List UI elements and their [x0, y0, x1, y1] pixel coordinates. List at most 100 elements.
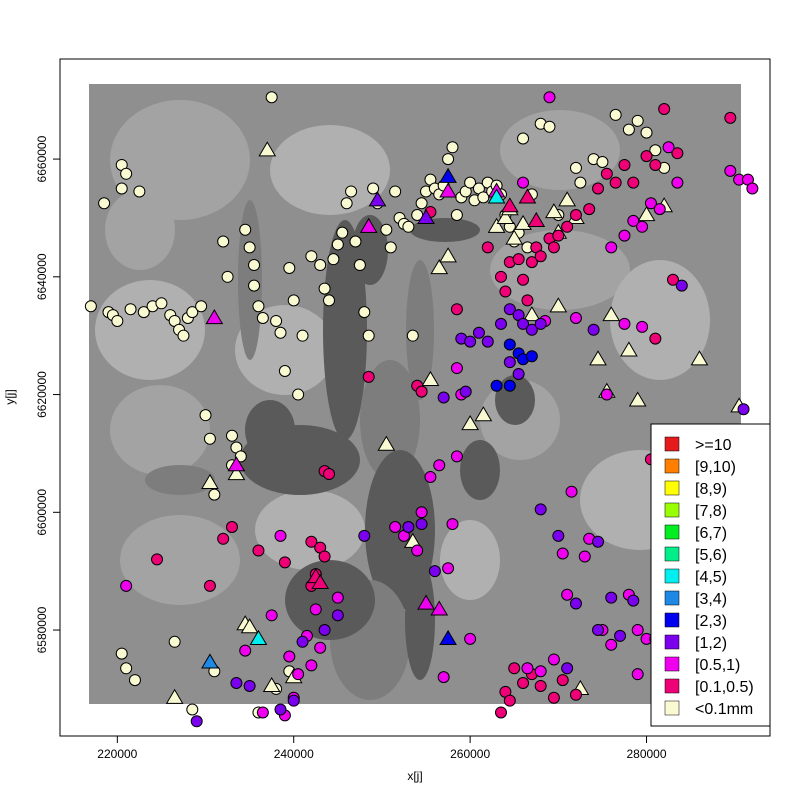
- data-point-triangle: [430, 600, 449, 616]
- data-point-circle: [190, 715, 203, 728]
- legend-swatch: [664, 656, 680, 672]
- data-point-circle: [120, 167, 133, 180]
- data-point-circle: [614, 629, 627, 642]
- data-point-triangle: [205, 309, 224, 325]
- data-point-triangle: [262, 676, 281, 693]
- data-point-circle: [640, 126, 653, 139]
- legend-label: [5,6): [695, 547, 727, 564]
- data-point-triangle: [505, 229, 524, 245]
- y-tick-label: 6600000: [35, 489, 49, 536]
- data-point-triangle: [518, 188, 537, 204]
- legend-swatch: [664, 634, 680, 650]
- data-point-circle: [133, 185, 146, 198]
- data-point-circle: [411, 544, 424, 557]
- data-point-triangle: [549, 297, 568, 313]
- data-point-circle: [331, 238, 344, 251]
- data-point-circle: [552, 229, 565, 242]
- y-tick-label: 6580000: [35, 606, 49, 653]
- data-point-circle: [517, 132, 530, 145]
- data-point-circle: [525, 256, 538, 269]
- data-point-circle: [239, 223, 252, 236]
- data-point-circle: [622, 123, 635, 136]
- data-point-circle: [517, 176, 530, 189]
- data-point-circle: [318, 624, 331, 637]
- data-point-circle: [649, 332, 662, 345]
- x-tick-label: 280000: [626, 747, 666, 761]
- data-point-circle: [521, 662, 534, 675]
- data-point-circle: [120, 662, 133, 675]
- data-point-triangle: [227, 465, 246, 481]
- data-point-circle: [631, 624, 644, 637]
- data-point-triangle: [602, 306, 621, 322]
- data-point-circle: [490, 379, 503, 392]
- data-point-circle: [186, 703, 199, 716]
- data-point-circle: [609, 108, 622, 121]
- data-point-circle: [618, 158, 631, 171]
- data-point-circle: [274, 703, 287, 716]
- data-point-circle: [98, 197, 111, 210]
- data-point-triangle: [514, 214, 532, 230]
- data-point-circle: [225, 521, 238, 534]
- data-point-triangle: [439, 182, 457, 198]
- data-point-circle: [543, 91, 556, 104]
- data-point-circle: [631, 668, 644, 681]
- raster-channel: [285, 560, 375, 640]
- legend-swatch: [664, 458, 680, 474]
- data-point-circle: [450, 303, 463, 316]
- data-point-circle: [309, 603, 322, 616]
- data-point-circle: [349, 235, 362, 248]
- data-point-circle: [278, 365, 291, 378]
- data-point-circle: [124, 303, 137, 316]
- data-point-circle: [270, 314, 283, 327]
- data-point-circle: [248, 279, 261, 292]
- data-point-circle: [278, 556, 291, 569]
- data-point-circle: [636, 320, 649, 333]
- x-axis: 220000 240000 260000 280000: [97, 735, 667, 761]
- data-point-triangle: [368, 191, 387, 207]
- data-point-circle: [120, 579, 133, 592]
- data-point-circle: [314, 641, 327, 654]
- data-point-circle: [512, 367, 525, 380]
- data-point-circle: [239, 644, 252, 657]
- data-point-circle: [534, 503, 547, 516]
- legend-swatch: [664, 480, 680, 496]
- data-point-circle: [446, 141, 459, 154]
- data-point-circle: [565, 485, 578, 498]
- data-point-circle: [358, 306, 371, 319]
- data-point-circle: [265, 91, 278, 104]
- legend-label: [0.5,1): [695, 657, 740, 674]
- data-point-circle: [292, 668, 305, 681]
- raster-channel: [245, 400, 295, 460]
- data-point-circle: [666, 273, 679, 286]
- data-point-circle: [252, 544, 265, 557]
- data-point-circle: [287, 294, 300, 307]
- legend: >=10 [9,10) [8,9) [7,8) [6,7) [5,6) [4,5) [3,4)…: [650, 423, 771, 727]
- data-point-triangle: [417, 594, 435, 610]
- data-point-circle: [618, 229, 631, 242]
- data-point-circle: [569, 161, 582, 174]
- data-point-circle: [724, 164, 737, 177]
- legend-label: [6,7): [695, 525, 727, 542]
- data-point-circle: [534, 679, 547, 692]
- data-point-circle: [450, 450, 463, 463]
- data-point-triangle: [558, 191, 577, 207]
- data-point-circle: [437, 671, 450, 684]
- raster-patch: [105, 190, 175, 270]
- legend-swatch: [664, 612, 680, 628]
- data-point-circle: [115, 182, 128, 195]
- legend-label: [0.1,0.5): [695, 679, 754, 696]
- data-point-circle: [556, 547, 569, 560]
- y-axis: 6580000 6600000 6620000 6640000 6660000: [35, 135, 61, 653]
- raster-patch: [95, 280, 205, 380]
- data-point-triangle: [227, 456, 246, 472]
- data-point-circle: [561, 588, 574, 601]
- data-point-circle: [547, 241, 560, 254]
- raster-patch: [270, 125, 390, 215]
- data-point-circle: [111, 314, 124, 327]
- data-point-circle: [605, 638, 618, 651]
- data-point-circle: [450, 209, 463, 222]
- raster-patch: [500, 110, 620, 190]
- data-point-circle: [552, 529, 565, 542]
- data-point-triangle: [527, 211, 546, 227]
- data-point-triangle: [439, 247, 457, 263]
